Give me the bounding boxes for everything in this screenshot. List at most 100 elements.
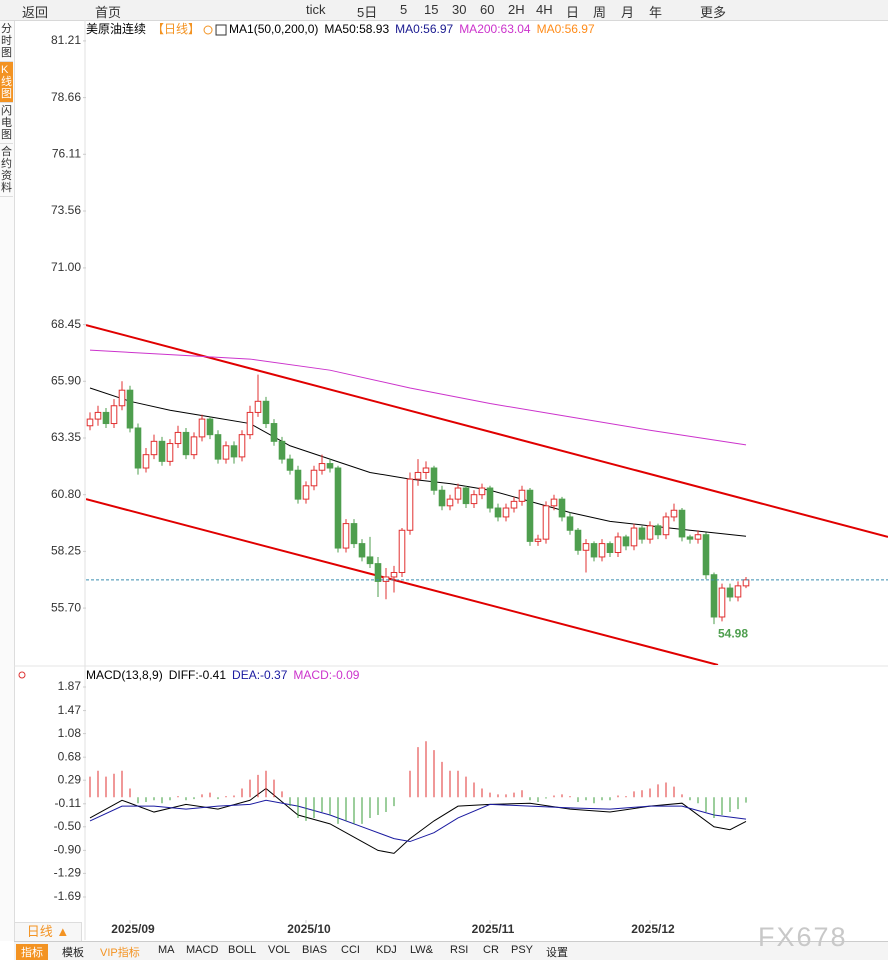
trend-line [86, 498, 719, 665]
indicator-tab[interactable]: CR [483, 944, 499, 956]
candle-body [414, 471, 422, 480]
y-tick-label: 55.70 [51, 600, 81, 614]
candle-body [670, 509, 678, 518]
candle-body [302, 485, 310, 500]
candle-body [638, 527, 646, 540]
indicator-tab[interactable]: CCI [341, 944, 360, 956]
checkbox-icon[interactable] [215, 24, 227, 36]
sidebar: 分时图 K线图 闪电图 合约资料 [0, 21, 15, 941]
low-label: 54.98 [718, 626, 748, 640]
toolbar-button[interactable]: 首页 [95, 5, 122, 20]
indicator-tab[interactable]: RSI [450, 944, 469, 956]
candle-body [294, 469, 302, 500]
indicator-tab[interactable]: PSY [511, 944, 534, 956]
sidebar-tab[interactable]: K线图 [0, 62, 13, 103]
indicator-tab[interactable]: VIP指标 [100, 947, 140, 959]
candle-body [446, 498, 454, 507]
candle-body [438, 489, 446, 507]
candle-body [526, 489, 534, 542]
candle-body [542, 505, 550, 540]
toolbar-button[interactable]: 15 [424, 2, 439, 17]
chart-title: MACD(13,8,9) [86, 668, 163, 682]
indicator-tab[interactable]: LW& [410, 944, 434, 956]
candle-body [518, 489, 526, 502]
candle-body [222, 445, 230, 460]
toolbar-button[interactable]: 月 [621, 5, 635, 20]
y-tick-label: -1.29 [54, 866, 82, 880]
indicator-tab[interactable]: KDJ [376, 944, 397, 956]
candle-body [182, 431, 190, 456]
toolbar-button[interactable]: 日 [566, 5, 580, 20]
candle-body [614, 536, 622, 553]
toolbar-button[interactable]: 30 [452, 2, 467, 17]
candle-body [454, 487, 462, 500]
candle-body [622, 536, 630, 547]
toolbar: 返回 首页 tick 5日 5 15 30 60 2H 4H 日周月年 更多 [0, 0, 888, 21]
toolbar-button[interactable]: 5 [400, 2, 408, 17]
toolbar-button[interactable]: 周 [593, 5, 607, 20]
candle-body [662, 516, 670, 536]
indicator-tab[interactable]: BOLL [228, 944, 257, 956]
indicator-tab[interactable]: 设置 [546, 947, 568, 959]
ma-line [89, 349, 747, 446]
sidebar-tab[interactable]: 闪电图 [0, 103, 13, 144]
y-tick-label: 71.00 [51, 260, 81, 274]
toolbar-button[interactable]: 60 [480, 2, 495, 17]
y-tick-label: 1.08 [58, 726, 82, 740]
candle-body [246, 411, 254, 436]
legend-entry: MA50:58.93 [324, 22, 389, 36]
candle-body [142, 454, 150, 469]
candle-body [270, 423, 278, 442]
candle-body [494, 507, 502, 518]
y-tick-label: 1.47 [58, 703, 82, 717]
toolbar-button[interactable]: 4H [536, 2, 553, 17]
settings-icon[interactable] [18, 671, 26, 679]
period-button[interactable]: 日线 ▲ [14, 922, 82, 942]
indicator-tab[interactable]: MA [158, 944, 175, 956]
y-tick-label: 76.11 [52, 146, 81, 160]
toolbar-button[interactable]: 5日 [357, 5, 378, 20]
candle-body [694, 534, 702, 540]
macd-line [89, 787, 747, 854]
y-tick-label: 78.66 [51, 90, 81, 104]
candle-body [166, 443, 174, 462]
toolbar-button[interactable]: 年 [649, 5, 663, 20]
candle-body [262, 400, 270, 425]
candle-body [174, 431, 182, 445]
legend-entry: DIFF:-0.41 [169, 668, 227, 682]
indicator-tab[interactable]: MACD [186, 944, 219, 956]
candle-body [598, 543, 606, 558]
candle-body [534, 538, 542, 542]
candle-body [486, 487, 494, 509]
indicator-tab[interactable]: VOL [268, 944, 291, 956]
y-tick-label: -0.11 [55, 796, 82, 810]
candle-body [366, 556, 374, 565]
y-tick-label: 81.21 [51, 33, 81, 47]
indicator-tab[interactable]: BIAS [302, 944, 328, 956]
candle-body [478, 487, 486, 496]
x-tick-label: 2025/09 [111, 922, 155, 936]
indicator-tab[interactable]: 指标 [16, 944, 48, 960]
add-icon[interactable] [203, 25, 213, 35]
legend-entry: DEA:-0.37 [232, 668, 288, 682]
candle-body [718, 587, 726, 618]
sidebar-tab[interactable]: 分时图 [0, 21, 13, 62]
macd-line [89, 799, 747, 843]
candle-body [198, 418, 206, 438]
toolbar-button[interactable]: 更多 [700, 5, 727, 20]
y-tick-label: 63.35 [51, 430, 81, 444]
candle-body [582, 543, 590, 551]
indicator-tab[interactable]: 模板 [62, 947, 84, 959]
candle-body [646, 525, 654, 540]
toolbar-button[interactable]: 返回 [22, 5, 49, 20]
toolbar-button[interactable]: 2H [508, 2, 525, 17]
candle-body [342, 523, 350, 549]
candle-body [334, 467, 342, 549]
y-tick-label: 1.87 [58, 679, 82, 693]
candle-body [278, 440, 286, 460]
sidebar-tab[interactable]: 合约资料 [0, 144, 13, 197]
candle-body [118, 389, 126, 407]
candle-body [310, 469, 318, 487]
toolbar-button[interactable]: tick [306, 2, 326, 17]
